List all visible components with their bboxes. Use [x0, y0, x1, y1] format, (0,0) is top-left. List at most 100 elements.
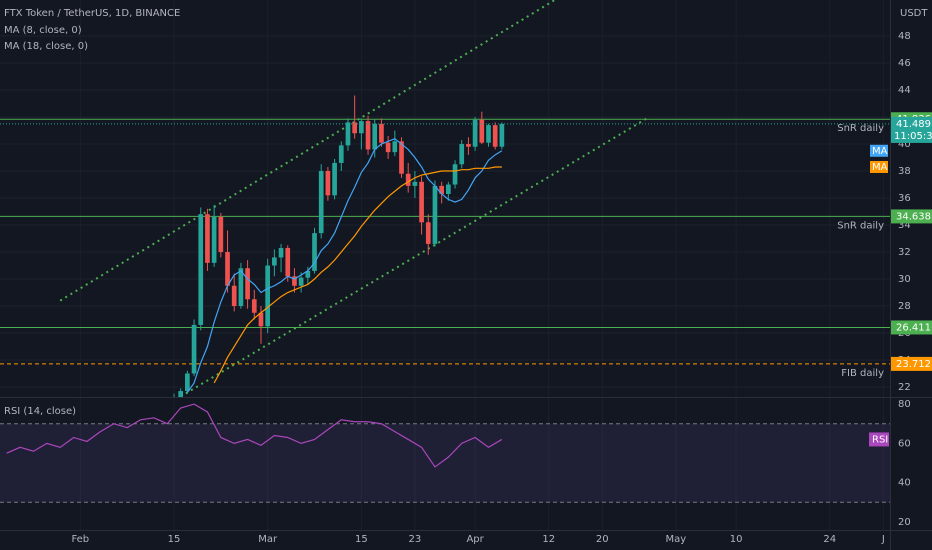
- candle-body: [479, 119, 485, 143]
- y-tick-label: 40: [898, 139, 911, 150]
- axes: 2224262830323436384042444648Feb15Mar1523…: [71, 31, 932, 545]
- ma-box-label: MA: [872, 162, 888, 173]
- candle-body: [399, 141, 404, 174]
- rsi-box-label: RSI: [872, 434, 888, 445]
- candle-body: [359, 121, 364, 134]
- price-box-label: 26.411: [896, 322, 931, 333]
- candle-body: [178, 391, 184, 397]
- price-pane: [0, 0, 890, 397]
- x-tick-label: 23: [409, 534, 422, 545]
- candle-body: [245, 268, 250, 300]
- rsi-tick-label: 60: [898, 438, 911, 449]
- y-tick-label: 36: [898, 193, 911, 204]
- y-tick-label: 34: [898, 220, 911, 231]
- candle-body: [251, 299, 257, 313]
- y-tick-label: 32: [898, 247, 911, 258]
- x-tick-label: Feb: [71, 534, 89, 545]
- x-tick-label: May: [666, 534, 687, 545]
- rsi-tick-label: 40: [898, 478, 911, 489]
- x-tick-label: 12: [542, 534, 555, 545]
- price-box: [891, 320, 932, 335]
- x-tick-label: 10: [730, 534, 743, 545]
- candle-body: [352, 122, 358, 134]
- candle-body: [425, 222, 431, 244]
- candle-body: [312, 233, 317, 271]
- candle-body: [285, 247, 291, 277]
- candle-body: [205, 214, 210, 263]
- y-tick-label: 44: [898, 85, 911, 96]
- candle-body: [298, 277, 304, 286]
- rsi-tick-label: 20: [898, 517, 911, 528]
- candle-body: [392, 141, 398, 153]
- ma-box: [870, 144, 888, 157]
- last-price-box: [891, 116, 932, 143]
- ma-box-label: MA: [872, 146, 888, 157]
- candle-body: [305, 270, 311, 278]
- candle-body: [365, 121, 371, 150]
- candle-body: [225, 252, 230, 286]
- candle-body: [452, 164, 458, 185]
- candle-body: [385, 142, 391, 153]
- price-box-label: 34.638: [896, 211, 931, 222]
- ma-line: [213, 166, 502, 384]
- x-tick-label: Apr: [466, 534, 484, 545]
- ma-box: [870, 160, 888, 173]
- x-tick-label: 15: [355, 534, 368, 545]
- last-price-label: 41.489: [896, 119, 931, 130]
- ma-line: [186, 137, 503, 393]
- candle-body: [231, 285, 237, 307]
- x-tick-label: 20: [596, 534, 609, 545]
- price-box: [891, 356, 932, 371]
- candle-body: [191, 324, 197, 374]
- price-box: [891, 209, 932, 224]
- candle-body: [446, 184, 451, 194]
- y-tick-label: 28: [898, 301, 911, 312]
- rsi-band: [0, 423, 890, 503]
- candle-body: [492, 125, 498, 147]
- candle-body: [238, 268, 244, 307]
- candle-body: [211, 216, 217, 263]
- rsi-tick-label: 80: [898, 399, 911, 410]
- level-label: SnR daily: [837, 123, 884, 134]
- rsi-box: [869, 432, 889, 447]
- grid: [0, 0, 890, 530]
- candle-body: [258, 312, 264, 327]
- candle-body: [338, 145, 344, 163]
- x-tick-label: Mar: [258, 534, 278, 545]
- price-box-label: 23.712: [896, 359, 931, 370]
- candle-body: [472, 119, 478, 147]
- candle-body: [218, 216, 224, 253]
- candle-body: [272, 257, 277, 266]
- y-tick-label: 22: [898, 382, 911, 393]
- rsi-title[interactable]: RSI (14, close): [4, 406, 76, 417]
- candle-body: [486, 125, 491, 143]
- candle-body: [278, 247, 284, 258]
- level-label: SnR daily: [837, 220, 884, 231]
- candle-body: [198, 214, 204, 325]
- rsi-line: [6, 403, 503, 468]
- candle-body: [499, 123, 505, 147]
- countdown-label: 11:05:33: [894, 131, 932, 142]
- level-label: FIB daily: [841, 368, 884, 379]
- candle-body: [466, 144, 471, 147]
- candle-body: [439, 185, 444, 194]
- y-tick-label: 46: [898, 58, 911, 69]
- trendline: [180, 116, 650, 397]
- trendline: [59, 0, 556, 302]
- currency-label: USDT: [900, 8, 928, 19]
- candle-body: [459, 144, 465, 165]
- legend-entry[interactable]: MA (8, close, 0): [4, 25, 82, 36]
- candle-body: [379, 123, 384, 143]
- candle-body: [405, 173, 411, 186]
- candle-body: [432, 185, 438, 244]
- candle-body: [419, 181, 424, 223]
- x-tick-label: J: [881, 534, 885, 545]
- y-tick-label: 38: [898, 166, 911, 177]
- candle-body: [318, 171, 324, 234]
- candle-body: [185, 373, 190, 392]
- chart-title: FTX Token / TetherUS, 1D, BINANCE: [4, 8, 180, 19]
- legend-entry[interactable]: MA (18, close, 0): [4, 41, 88, 52]
